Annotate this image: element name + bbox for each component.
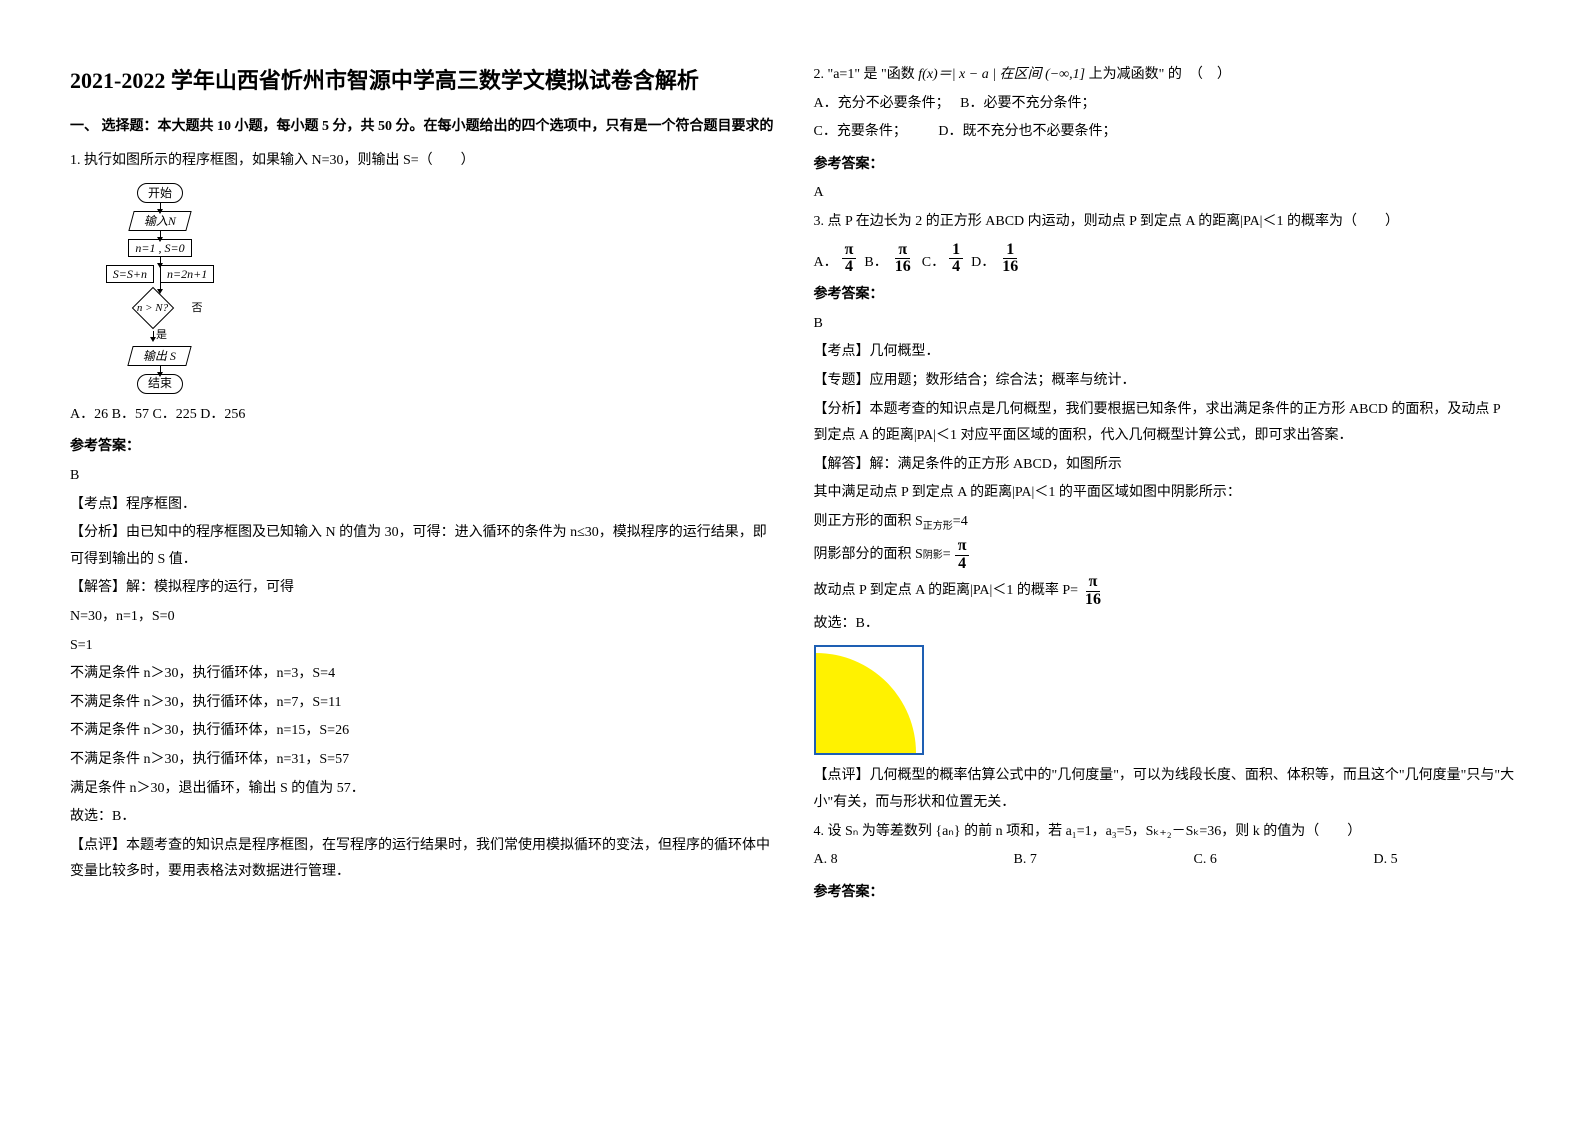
q1-ans-label: 参考答案： (70, 434, 774, 461)
q3-jf4: 阴影部分的面积 S阴影= π4 (814, 538, 1518, 573)
section-1-head: 一、 选择题：本大题共 10 小题，每小题 5 分，共 50 分。在每小题给出的… (70, 114, 774, 141)
q4-options: A. 8 B. 7 C. 6 D. 5 (814, 847, 1518, 874)
q4-stem: 4. 设 Sₙ 为等差数列 {aₙ} 的前 n 项和，若 a₁=1，a₃=5，S… (814, 819, 1518, 846)
q1-l4: 不满足条件 n＞30，执行循环体，n=15，S=26 (70, 718, 774, 745)
q3-zt: 【专题】应用题；数形结合；综合法；概率与统计． (814, 368, 1518, 395)
q3-jf1: 【解答】解：满足条件的正方形 ABCD，如图所示 (814, 452, 1518, 479)
fc-output: 输出 S (128, 346, 192, 366)
q2-ans: A (814, 180, 1518, 207)
q1-kd: 【考点】程序框图． (70, 492, 774, 519)
q4-optB: B. 7 (1014, 847, 1194, 874)
q1-l3: 不满足条件 n＞30，执行循环体，n=7，S=11 (70, 690, 774, 717)
fc-step-s: S=S+n (106, 265, 154, 283)
q2-optC: C．充要条件； (814, 124, 907, 139)
fc-arrow (160, 283, 161, 291)
fc-arrow (160, 257, 161, 265)
fc-yes-label: 是 (156, 325, 167, 346)
fc-arrow (160, 231, 161, 239)
page: 2021-2022 学年山西省忻州市智源中学高三数学文模拟试卷含解析 一、 选择… (0, 0, 1587, 1122)
q2-row1: A．充分不必要条件； B．必要不充分条件； (814, 91, 1518, 118)
q1-l2: 不满足条件 n＞30，执行循环体，n=3，S=4 (70, 661, 774, 688)
q2-optB: B．必要不充分条件； (960, 96, 1095, 111)
q2-stem: 2. "a=1" 是 "函数 f(x)＝| x − a | 在区间 (−∞,1]… (814, 62, 1518, 89)
q4-optC: C. 6 (1194, 847, 1374, 874)
q1-jf: 【解答】解：模拟程序的运行，可得 (70, 575, 774, 602)
q3-diagram-shaded (816, 653, 916, 753)
q2-func: f(x)＝| x − a | 在区间 (918, 67, 1041, 82)
q4-optA: A. 8 (814, 847, 1014, 874)
q4-ans-label: 参考答案： (814, 880, 1518, 907)
fc-arrow (160, 366, 161, 374)
q2-row2: C．充要条件； D．既不充分也不必要条件； (814, 119, 1518, 146)
doc-title: 2021-2022 学年山西省忻州市智源中学高三数学文模拟试卷含解析 (70, 60, 774, 102)
q1-stem: 1. 执行如图所示的程序框图，如果输入 N=30，则输出 S=（ ） (70, 148, 774, 175)
q1-options: A．26 B．57 C．225 D．256 (70, 402, 774, 429)
q3-jf6: 故选：B． (814, 611, 1518, 638)
fc-end: 结束 (137, 374, 183, 394)
q1-l5: 不满足条件 n＞30，执行循环体，n=31，S=57 (70, 747, 774, 774)
fc-input: 输入N (128, 211, 191, 231)
fc-cond: n > N? (118, 291, 188, 325)
q3-optB: B． π16 (864, 242, 917, 277)
q3-dp: 【点评】几何概型的概率估算公式中的"几何度量"，可以为线段长度、面积、体积等，而… (814, 763, 1518, 816)
q1-ans: B (70, 463, 774, 490)
q3-jf5: 故动点 P 到定点 A 的距离|PA|＜1 的概率 P= π16 (814, 574, 1518, 609)
fc-step-n: n=2n+1 (160, 265, 214, 283)
q3-kd: 【考点】几何概型． (814, 339, 1518, 366)
q3-jf2: 其中满足动点 P 到定点 A 的距离|PA|＜1 的平面区域如图中阴影所示： (814, 480, 1518, 507)
right-column: 2. "a=1" 是 "函数 f(x)＝| x − a | 在区间 (−∞,1]… (794, 60, 1538, 1102)
q2-pre: 2. "a=1" 是 "函数 (814, 67, 915, 82)
fc-no-label: 否 (192, 298, 203, 319)
q3-options: A． π4 B． π16 C． 14 D． 116 (814, 242, 1518, 277)
q2-optD: D．既不充分也不必要条件； (938, 124, 1116, 139)
q3-optC: C． 14 (922, 242, 967, 277)
q3-ans: B (814, 311, 1518, 338)
q3-jf3: 则正方形的面积 S正方形=4 (814, 509, 1518, 536)
q2-int: (−∞,1] (1045, 67, 1085, 82)
q1-dp: 【点评】本题考查的知识点是程序框图，在写程序的运行结果时，我们常使用模拟循环的变… (70, 833, 774, 886)
q1-flowchart: 开始 输入N n=1 , S=0 S=S+n n=2n+1 n > N? 否 是 (80, 183, 240, 394)
q1-l7: 故选：B． (70, 804, 774, 831)
fc-arrow (153, 331, 154, 339)
q3-optA: A． π4 (814, 242, 861, 277)
q4-optD: D. 5 (1374, 847, 1398, 874)
q1-fx: 【分析】由已知中的程序框图及已知输入 N 的值为 30，可得：进入循环的条件为 … (70, 520, 774, 573)
left-column: 2021-2022 学年山西省忻州市智源中学高三数学文模拟试卷含解析 一、 选择… (50, 60, 794, 1102)
q3-ans-label: 参考答案： (814, 282, 1518, 309)
q2-post: 上为减函数" 的 （ ） (1089, 67, 1231, 82)
q3-optD: D． 116 (971, 242, 1025, 277)
q3-diagram (814, 645, 924, 755)
q3-fx: 【分析】本题考查的知识点是几何概型，我们要根据已知条件，求出满足条件的正方形 A… (814, 397, 1518, 450)
fc-start: 开始 (137, 183, 183, 203)
q1-l0: N=30，n=1，S=0 (70, 604, 774, 631)
q2-optA: A．充分不必要条件； (814, 96, 950, 111)
q1-l6: 满足条件 n＞30，退出循环，输出 S 的值为 57． (70, 776, 774, 803)
q2-ans-label: 参考答案： (814, 152, 1518, 179)
q1-l1: S=1 (70, 633, 774, 660)
q3-stem: 3. 点 P 在边长为 2 的正方形 ABCD 内运动，则动点 P 到定点 A … (814, 209, 1518, 236)
